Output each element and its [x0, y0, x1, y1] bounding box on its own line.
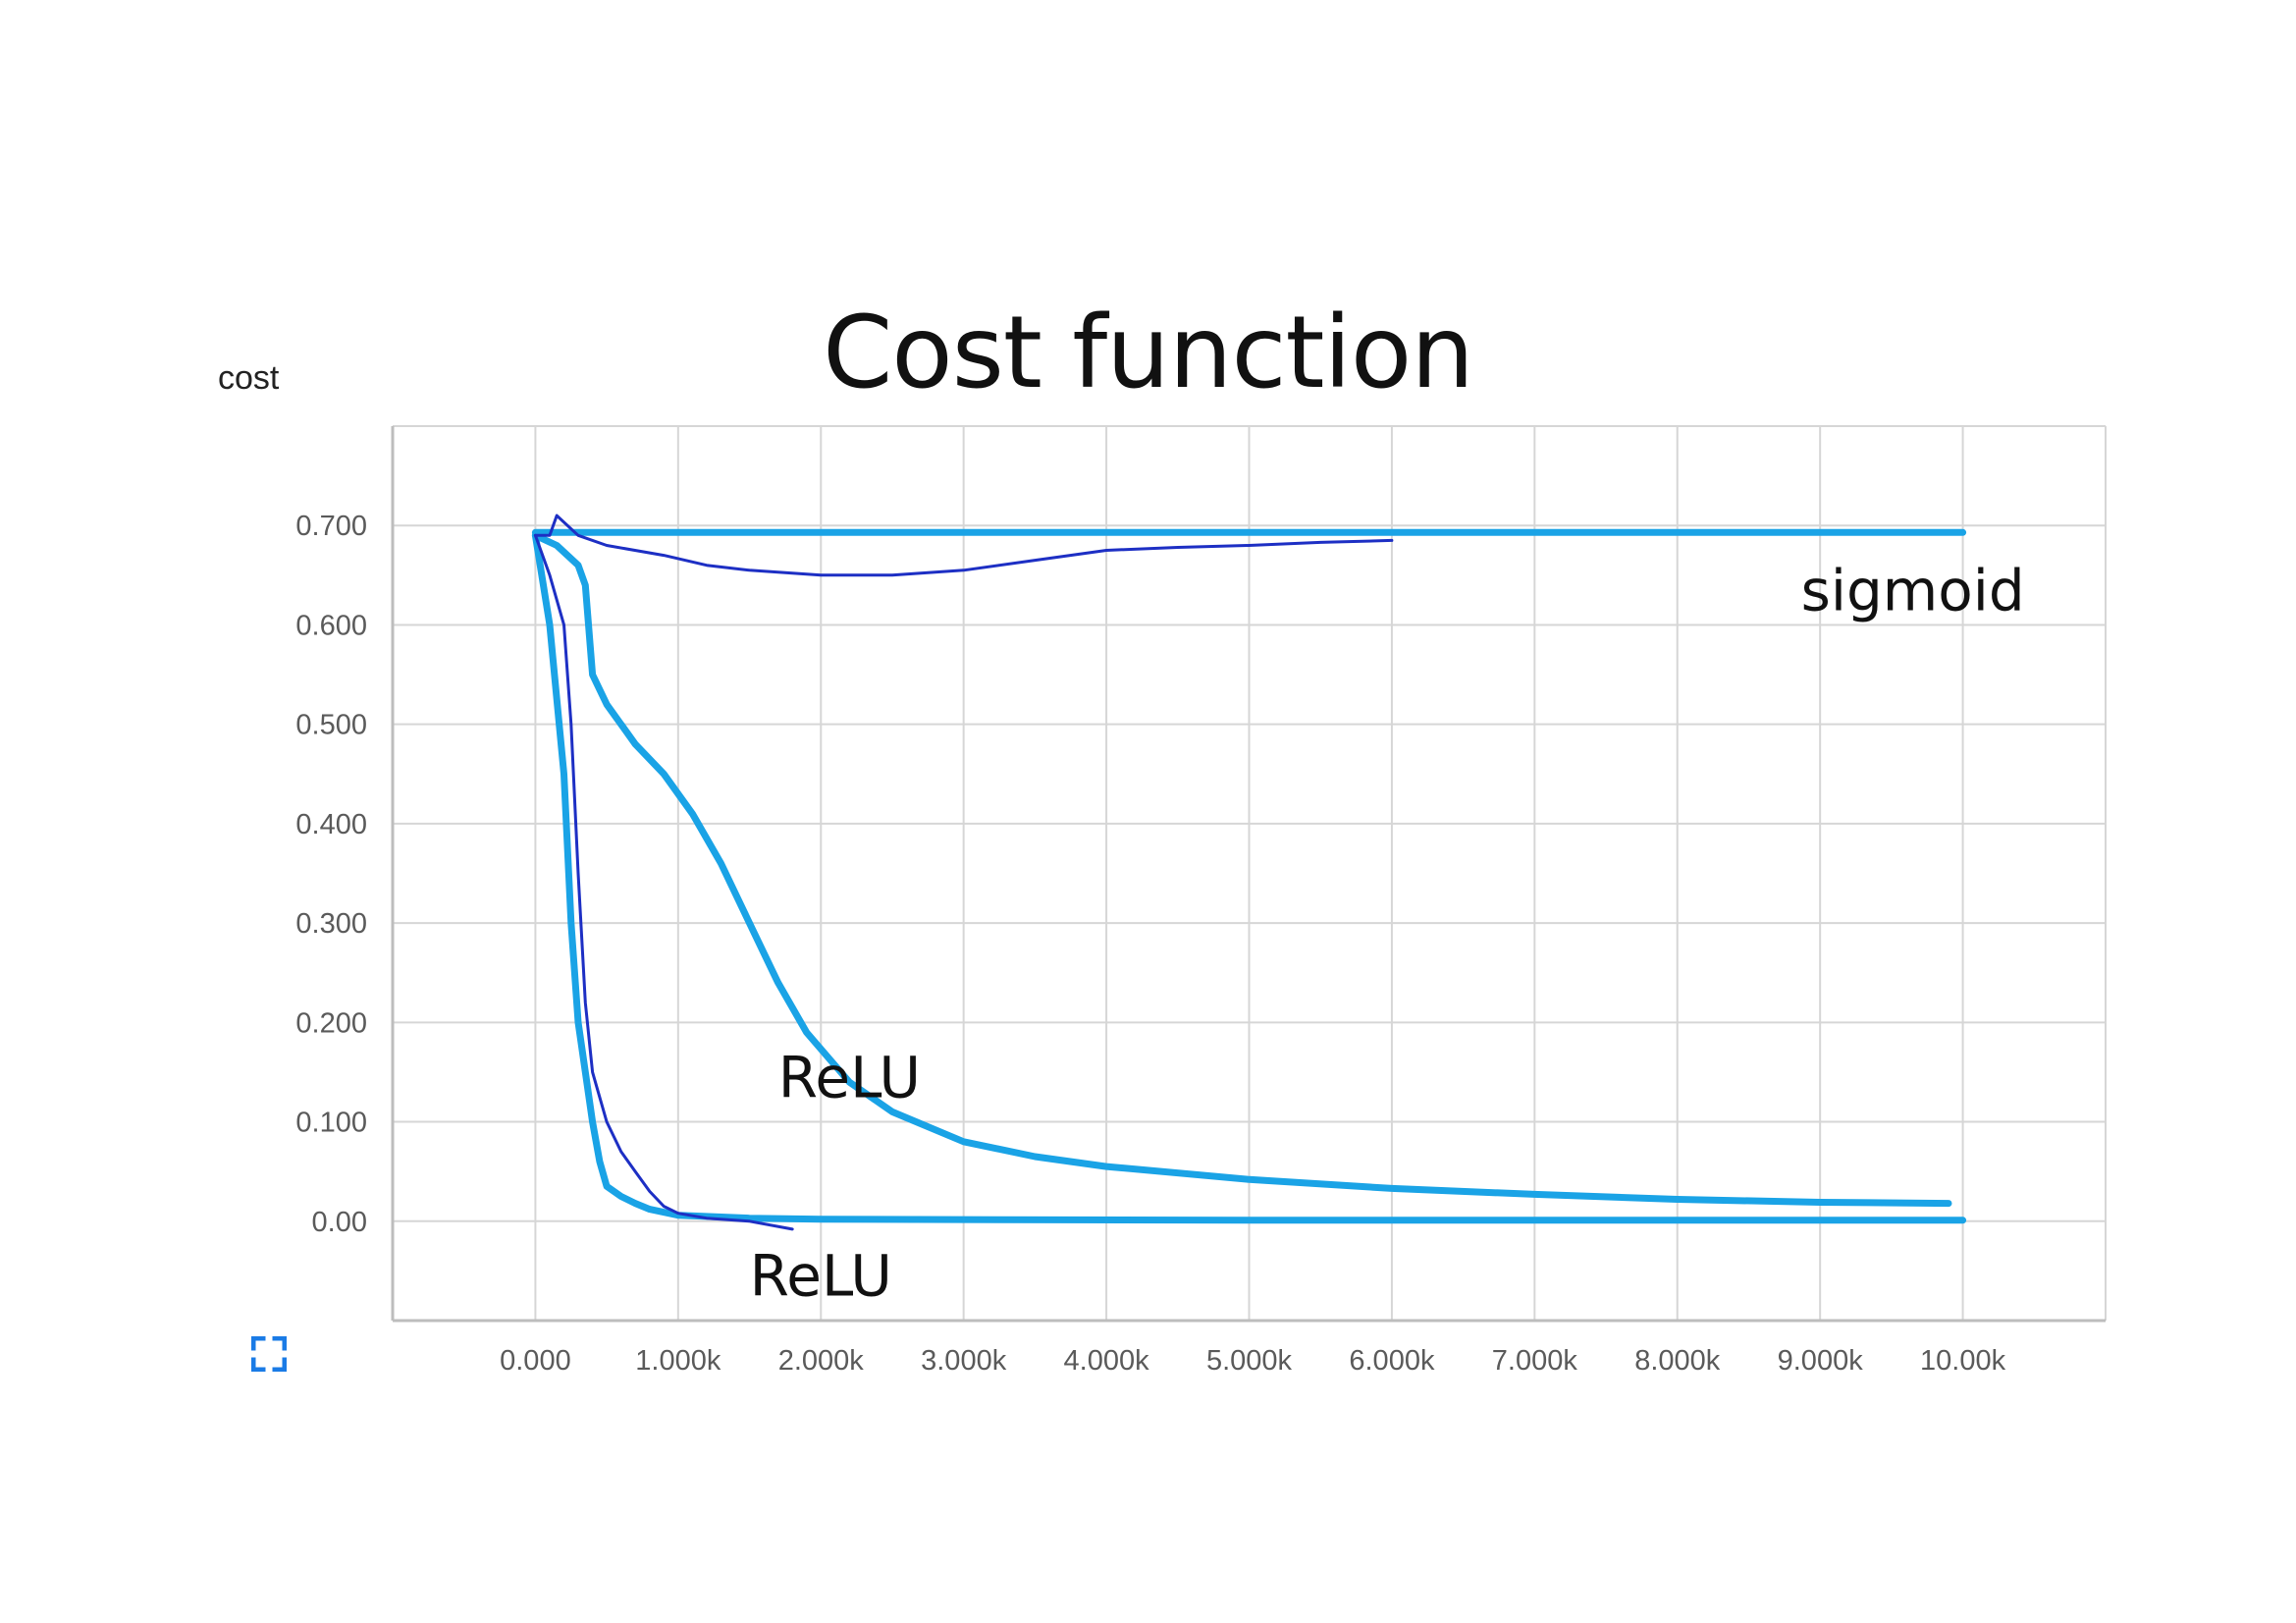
annotation-label: sigmoid — [1801, 557, 2025, 623]
annotation-label: ReLU — [778, 1044, 921, 1110]
axis-layer: 0.000 1.000k 2.000k 3.000k 4.000k 5.000k 6.000… — [295, 426, 2106, 1377]
x-tick-label: 2.000k — [778, 1345, 865, 1377]
y-tick-label: 0.00 — [312, 1207, 367, 1238]
y-tick-label: 0.400 — [295, 809, 367, 840]
y-tick-label: 0.600 — [295, 610, 367, 641]
x-tick-label: 1.000k — [635, 1345, 721, 1377]
series-line-3 — [531, 531, 1967, 1224]
y-tick-label: 0.200 — [295, 1007, 367, 1039]
x-tick-label: 6.000k — [1349, 1345, 1435, 1377]
x-tick-label: 9.000k — [1778, 1345, 1864, 1377]
series-line-5 — [533, 533, 794, 1231]
x-tick-label: 0.000 — [500, 1345, 571, 1377]
series-line-2 — [531, 531, 1952, 1208]
annotation-label: ReLU — [750, 1243, 892, 1310]
y-tick-label: 0.500 — [295, 710, 367, 741]
slide-title: Cost function — [823, 295, 1474, 411]
y-tick-label: 0.700 — [295, 511, 367, 542]
series-layer — [531, 514, 1967, 1231]
x-tick-label: 5.000k — [1206, 1345, 1293, 1377]
x-tick-label: 8.000k — [1634, 1345, 1721, 1377]
label-layer: sigmoid ReLU ReLU — [750, 557, 2025, 1309]
fullscreen-glyph — [250, 1335, 288, 1373]
x-tick-label: 7.000k — [1492, 1345, 1578, 1377]
grid-layer — [393, 425, 2107, 1321]
x-tick-label: 10.00k — [1920, 1345, 2006, 1377]
y-axis-label: cost — [218, 359, 280, 397]
series-line-4 — [533, 514, 1394, 577]
y-tick-label: 0.100 — [295, 1108, 367, 1139]
x-tick-label: 4.000k — [1064, 1345, 1150, 1377]
x-tick-label: 3.000k — [921, 1345, 1007, 1377]
fullscreen-icon[interactable] — [250, 1335, 288, 1373]
y-tick-label: 0.300 — [295, 908, 367, 940]
